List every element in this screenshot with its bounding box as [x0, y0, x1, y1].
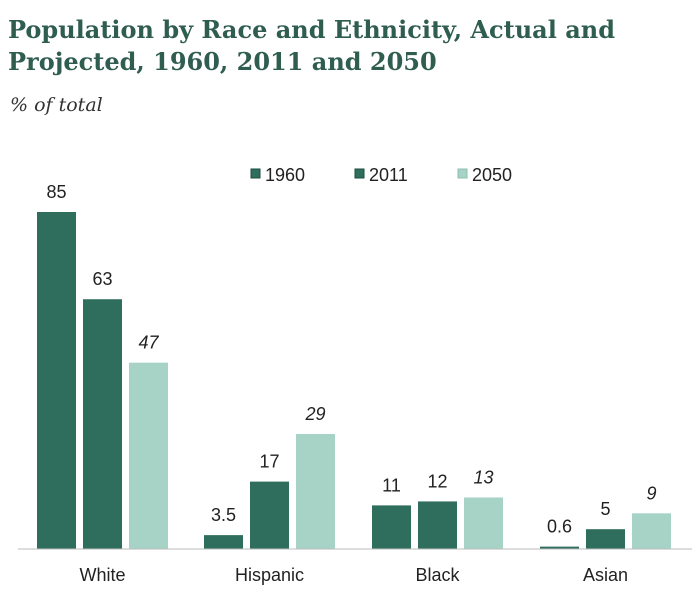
data-label-asian-2050: 9: [646, 483, 656, 503]
data-labels: 85 63 47 3.5 17 29 11 12 13 0.6 5 9: [46, 182, 656, 537]
bar-black-1960: [372, 505, 411, 549]
x-axis-ticks: White Hispanic Black Asian: [79, 565, 628, 585]
x-tick-white: White: [79, 565, 125, 585]
bar-black-2011: [418, 501, 457, 549]
bar-white-2050: [129, 362, 168, 549]
x-tick-asian: Asian: [583, 565, 628, 585]
data-label-hispanic-2050: 29: [304, 404, 325, 424]
legend-label-1960: 1960: [265, 165, 305, 185]
bar-white-2011: [83, 299, 122, 549]
bar-asian-2011: [586, 529, 625, 549]
bar-asian-2050: [632, 513, 671, 549]
legend-swatch-2050: [457, 168, 468, 179]
data-label-white-1960: 85: [46, 182, 66, 202]
legend-label-2050: 2050: [472, 165, 512, 185]
data-label-asian-2011: 5: [600, 499, 610, 519]
x-tick-black: Black: [415, 565, 460, 585]
legend-label-2011: 2011: [369, 165, 408, 185]
data-label-asian-1960: 0.6: [547, 517, 572, 537]
data-label-hispanic-1960: 3.5: [211, 505, 236, 525]
data-label-black-2050: 13: [473, 467, 493, 487]
legend-swatch-2011: [354, 168, 365, 179]
data-label-white-2050: 47: [138, 333, 159, 353]
bar-hispanic-2011: [250, 481, 289, 549]
x-tick-hispanic: Hispanic: [235, 565, 304, 585]
bar-asian-1960: [540, 546, 579, 549]
data-label-black-2011: 12: [427, 471, 447, 491]
chart-title: Population by Race and Ethnicity, Actual…: [8, 15, 615, 76]
bar-black-2050: [464, 497, 503, 549]
chart-subtitle: % of total: [10, 94, 103, 116]
data-label-black-1960: 11: [382, 475, 401, 495]
bar-hispanic-2050: [296, 434, 335, 549]
bar-hispanic-1960: [204, 535, 243, 549]
bars: [37, 212, 671, 549]
legend: 1960 2011 2050: [250, 165, 512, 185]
legend-swatch-1960: [250, 168, 261, 179]
data-label-white-2011: 63: [92, 269, 112, 289]
data-label-hispanic-2011: 17: [259, 452, 279, 472]
bar-white-1960: [37, 212, 76, 549]
